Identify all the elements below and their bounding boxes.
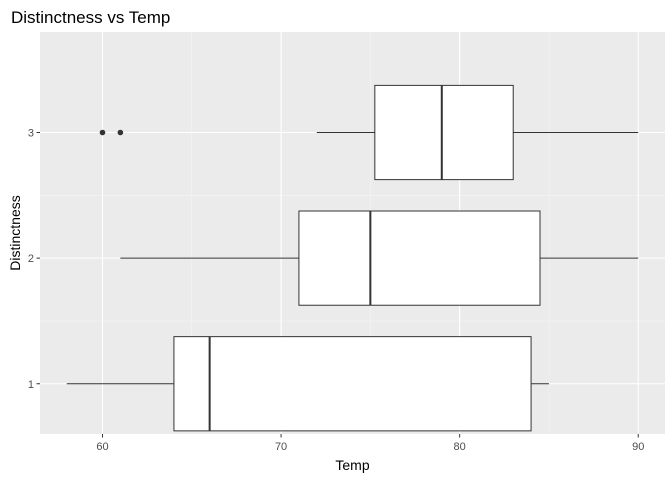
outlier-point	[99, 129, 106, 136]
x-tick-label: 80	[454, 441, 466, 453]
box-group-2	[120, 210, 639, 306]
y-tick-label: 2	[28, 253, 34, 265]
y-axis-title: Distinctness	[7, 195, 23, 270]
outlier-point	[117, 129, 124, 136]
x-tick-label: 60	[96, 441, 108, 453]
y-tick-label: 3	[28, 128, 34, 140]
box-iqr	[298, 210, 541, 306]
x-tick-label: 70	[275, 441, 287, 453]
box-iqr	[374, 84, 514, 181]
chart-title: Distinctness vs Temp	[11, 8, 170, 27]
y-axis: 1 2 3	[28, 128, 40, 391]
x-axis: 60 70 80 90	[96, 434, 644, 453]
x-axis-title: Temp	[335, 457, 369, 473]
box-group-1	[66, 336, 549, 432]
x-tick-label: 90	[632, 441, 644, 453]
y-tick-label: 1	[28, 379, 34, 391]
box-series	[66, 84, 639, 432]
box-iqr	[173, 336, 532, 432]
box-group-3	[99, 84, 639, 181]
